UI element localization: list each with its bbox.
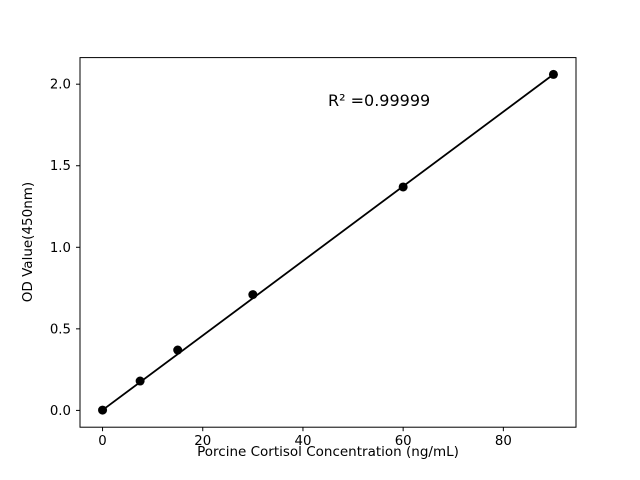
y-tick-label: 0.5 [50,322,71,337]
data-point-marker [398,182,408,192]
y-tick-label: 2.0 [50,78,71,93]
fit-line [102,73,554,411]
x-tick-label: 80 [495,434,512,449]
y-tick-label: 1.0 [50,241,71,256]
x-tick-label: 40 [294,434,311,449]
data-point-marker [548,69,558,79]
data-point-marker [98,405,108,415]
x-tick-label: 0 [98,434,106,449]
x-tick-label: 20 [194,434,211,449]
data-point-marker [173,345,183,355]
data-point-marker [135,376,145,386]
y-tick-label: 1.5 [50,159,71,174]
y-axis-label: OD Value(450nm) [20,181,36,303]
y-tick-label: 0.0 [50,404,71,419]
axes-box [79,57,577,428]
data-point-marker [248,290,258,300]
x-axis-label: Porcine Cortisol Concentration (ng/mL) [197,444,459,460]
r-squared-annotation: R² =0.99999 [328,91,431,110]
x-tick-label: 60 [395,434,412,449]
